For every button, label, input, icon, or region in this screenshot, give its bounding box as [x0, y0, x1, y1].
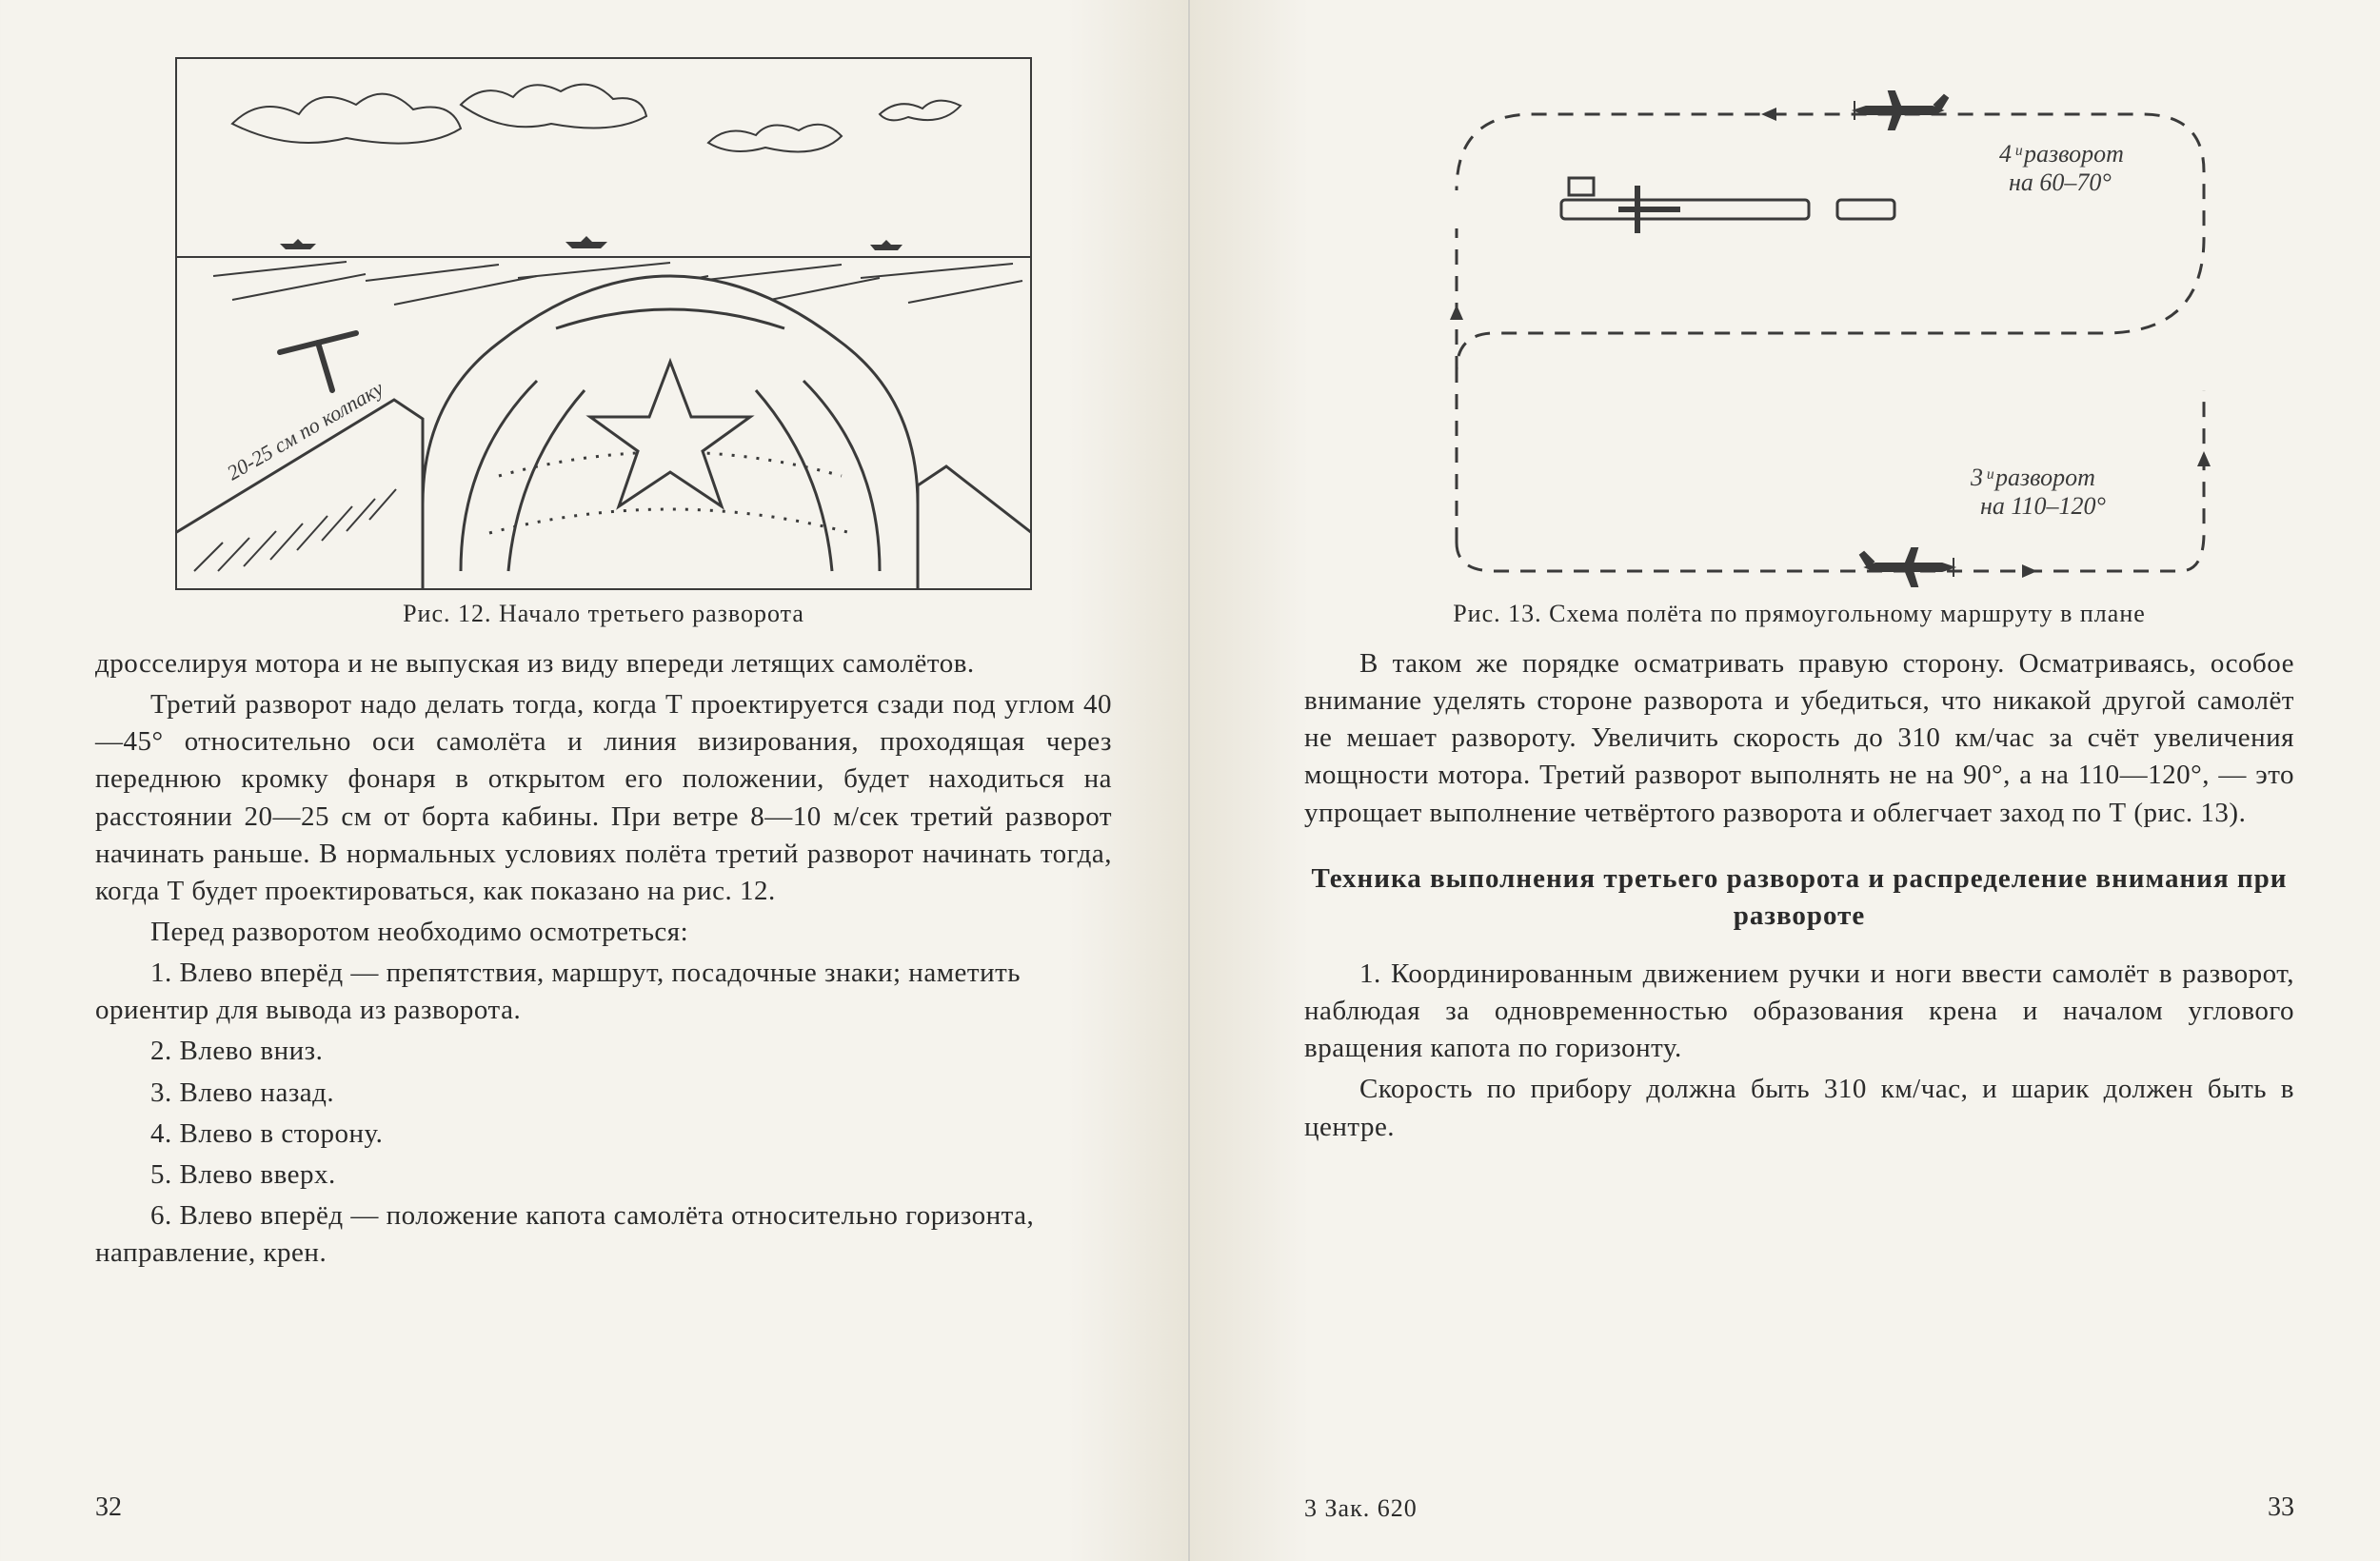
right-para-bottom-1: Скорость по прибору должна быть 310 км/ч…: [1304, 1071, 2294, 1145]
left-list-5: 6. Влево вперёд — положение капота самол…: [95, 1197, 1112, 1272]
figure-13-svg: 4 ͧ разворот на 60–70° 3 ͧ разворот на 1…: [1342, 57, 2256, 590]
label-turn3-line2: на 110–120°: [1980, 492, 2106, 520]
right-para-top-0: В таком же порядке осматривать правую ст…: [1304, 645, 2294, 832]
left-list-4: 5. Влево вверх.: [95, 1156, 1112, 1194]
figure-13: 4 ͧ разворот на 60–70° 3 ͧ разворот на 1…: [1304, 57, 2294, 628]
left-list-2: 3. Влево назад.: [95, 1075, 1112, 1112]
left-list-0: 1. Влево вперёд — препятствия, маршрут, …: [95, 955, 1112, 1029]
left-para-2: Перед разворотом необходимо осмотреться:: [95, 914, 1112, 951]
signature-mark: 3 Зак. 620: [1304, 1494, 1418, 1523]
page-left: 20-25 см по колпаку Рис. 12. Начало трет…: [0, 0, 1190, 1561]
label-turn4-line1: 4 ͧ разворот: [1999, 140, 2124, 168]
right-para-bottom-0: 1. Координированным движением ручки и но…: [1304, 956, 2294, 1067]
left-para-1: Третий разворот надо делать тогда, когда…: [95, 686, 1112, 910]
right-body-top: В таком же порядке осматривать правую ст…: [1304, 645, 2294, 832]
figure-12-caption: Рис. 12. Начало третьего разворота: [403, 600, 804, 628]
page-number-left: 32: [95, 1492, 122, 1523]
left-list-1: 2. Влево вниз.: [95, 1033, 1112, 1070]
figure-13-caption: Рис. 13. Схема полёта по прямоугольному …: [1453, 600, 2146, 628]
left-list-3: 4. Влево в сторону.: [95, 1116, 1112, 1153]
book-spread: 20-25 см по колпаку Рис. 12. Начало трет…: [0, 0, 2380, 1561]
right-subheading: Техника выполнения третьего разворота и …: [1304, 860, 2294, 935]
left-para-0: дросселируя мотора и не выпуская из виду…: [95, 645, 1112, 682]
figure-12: 20-25 см по колпаку Рис. 12. Начало трет…: [95, 57, 1112, 628]
page-right: 4 ͧ разворот на 60–70° 3 ͧ разворот на 1…: [1190, 0, 2380, 1561]
right-body-bottom: 1. Координированным движением ручки и но…: [1304, 956, 2294, 1146]
page-number-right: 33: [2268, 1492, 2294, 1523]
figure-12-svg: 20-25 см по колпаку: [175, 57, 1032, 590]
label-turn4-line2: на 60–70°: [2009, 168, 2112, 196]
label-turn3-line1: 3 ͧ разворот: [1970, 464, 2095, 491]
left-body: дросселируя мотора и не выпуская из виду…: [95, 645, 1112, 1272]
